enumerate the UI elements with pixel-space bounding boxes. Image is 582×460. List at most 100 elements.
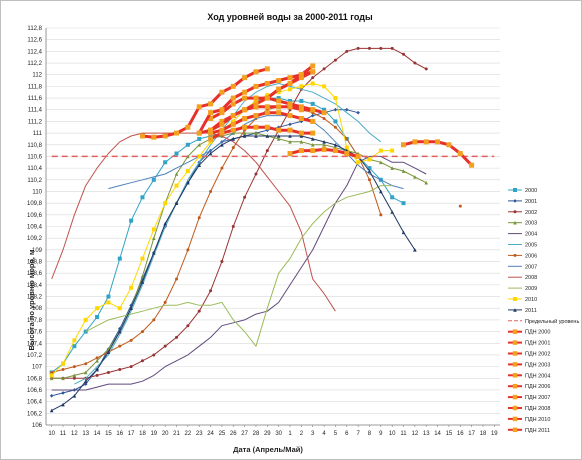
legend-item: ПДН 2006 xyxy=(508,383,550,390)
data-point xyxy=(298,115,304,121)
data-point xyxy=(84,362,88,366)
data-point xyxy=(512,427,518,433)
data-point xyxy=(254,131,258,135)
y-tick-label: 109,8 xyxy=(27,201,43,207)
series-line xyxy=(85,185,393,347)
y-tick-label: 108 xyxy=(32,306,43,312)
data-point xyxy=(333,142,338,147)
data-point xyxy=(390,195,395,200)
legend-item: ПДН 2010 xyxy=(508,416,550,423)
data-point xyxy=(152,353,156,357)
y-tick-label: 110,4 xyxy=(27,166,42,172)
data-point xyxy=(208,101,214,107)
data-point xyxy=(512,351,518,356)
data-point xyxy=(390,148,395,153)
y-tick-label: 109,6 xyxy=(27,213,43,219)
data-point xyxy=(402,52,406,56)
data-point xyxy=(401,230,406,235)
data-point xyxy=(118,368,122,372)
data-point xyxy=(253,104,259,110)
series-20 xyxy=(196,69,316,136)
data-point xyxy=(310,63,316,69)
data-point xyxy=(175,277,179,281)
legend: 2000 2001 2002 2003 2004 2005 2006 2007 2008 2009… xyxy=(508,188,579,434)
legend-item: 2008 xyxy=(508,275,537,281)
x-tick-label: 24 xyxy=(207,431,214,437)
data-point xyxy=(288,140,292,144)
x-tick-label: 20 xyxy=(162,431,169,437)
data-point xyxy=(209,189,213,193)
series-line xyxy=(209,125,313,141)
data-point xyxy=(163,221,167,226)
data-point xyxy=(512,362,518,367)
x-tick-label: 13 xyxy=(82,431,89,437)
data-point xyxy=(276,137,281,141)
data-point xyxy=(196,104,202,110)
legend-label: ПДН 2001 xyxy=(525,341,550,347)
x-tick-label: 19 xyxy=(150,431,157,437)
data-point xyxy=(379,160,383,165)
data-point xyxy=(197,216,201,220)
x-tick-label: 15 xyxy=(105,431,112,437)
data-point xyxy=(356,46,360,50)
series-21 xyxy=(264,69,316,101)
legend-item: 2010 xyxy=(508,297,537,303)
data-point xyxy=(230,121,236,127)
data-point xyxy=(152,236,156,240)
legend-item: 2006 xyxy=(508,253,537,259)
data-point xyxy=(231,225,235,228)
data-point xyxy=(61,402,65,407)
legend-item: 2009 xyxy=(508,286,537,292)
gridlines xyxy=(46,27,500,426)
x-tick-label: 16 xyxy=(457,431,464,437)
legend-label: 2001 xyxy=(525,199,537,205)
data-point xyxy=(264,66,270,72)
series-line xyxy=(108,115,404,190)
legend-label: 2003 xyxy=(525,221,537,227)
x-tick-label: 1 xyxy=(288,431,292,437)
legend-item: ПДН 2008 xyxy=(508,405,550,412)
data-point xyxy=(322,116,326,120)
data-point xyxy=(356,110,360,115)
data-point xyxy=(139,133,145,139)
y-tick-label: 111,8 xyxy=(28,84,43,90)
y-tick-label: 109,4 xyxy=(27,225,43,231)
data-point xyxy=(344,151,350,157)
data-point xyxy=(378,148,383,153)
y-tick-label: 110,8 xyxy=(27,143,42,149)
data-point xyxy=(174,151,179,156)
y-axis-title: Высота по уровню моря, м xyxy=(27,249,36,350)
data-point xyxy=(344,107,349,112)
data-point xyxy=(219,121,225,127)
x-tick-label: 9 xyxy=(379,431,383,437)
data-point xyxy=(152,250,156,255)
y-tick-label: 110,2 xyxy=(27,178,42,184)
data-point xyxy=(49,408,54,413)
data-point xyxy=(265,134,270,138)
y-tick-label: 107,2 xyxy=(27,353,43,359)
data-point xyxy=(243,195,247,199)
y-tick-label: 106 xyxy=(32,423,43,429)
y-tick-label: 107,4 xyxy=(27,341,43,347)
data-point xyxy=(321,110,327,116)
data-point xyxy=(197,309,201,313)
data-point xyxy=(299,84,304,89)
data-point xyxy=(185,142,190,147)
x-tick-label: 10 xyxy=(48,431,55,437)
legend-label: 2002 xyxy=(525,210,537,216)
legend-label: 2010 xyxy=(525,297,537,303)
x-tick-label: 11 xyxy=(60,431,67,437)
data-point xyxy=(163,344,167,348)
data-point xyxy=(401,142,407,148)
data-point xyxy=(49,394,54,398)
data-point xyxy=(186,324,190,328)
y-tick-label: 110,6 xyxy=(27,154,42,160)
x-tick-label: 7 xyxy=(356,431,360,437)
data-point xyxy=(242,75,248,81)
legend-label: ПДН 2004 xyxy=(525,373,550,379)
y-tick-label: 112,8 xyxy=(27,26,42,32)
data-point xyxy=(276,86,282,92)
data-point xyxy=(140,256,145,261)
data-point xyxy=(322,142,326,147)
data-point xyxy=(83,379,88,384)
